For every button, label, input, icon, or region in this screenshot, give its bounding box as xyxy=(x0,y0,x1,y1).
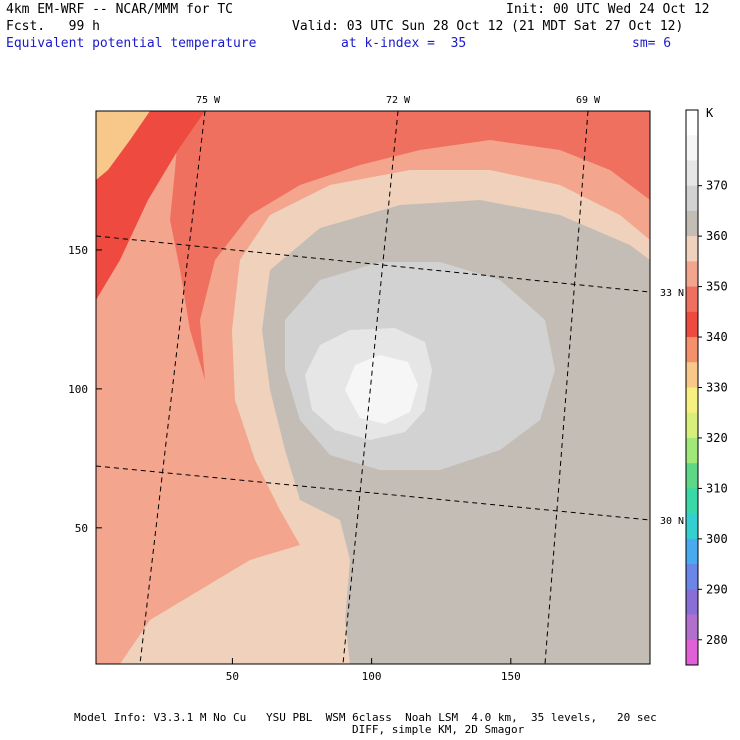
meridian-line xyxy=(544,111,589,664)
colorbar-swatch xyxy=(686,564,698,590)
forecast-hour: Fcst. 99 h xyxy=(6,19,100,34)
colorbar-tick-label: 350 xyxy=(706,280,728,294)
colorbar-swatch xyxy=(686,286,698,313)
colorbar-tick-label: 310 xyxy=(706,481,728,495)
meridian-line xyxy=(342,111,399,664)
colorbar-swatch xyxy=(686,437,698,464)
parallel-line xyxy=(96,235,650,293)
region-eye-center xyxy=(345,355,418,424)
model-info: Model Info: V3.3.1 M No Cu YSU PBL WSM 6… xyxy=(74,711,657,724)
colorbar-swatch xyxy=(686,614,698,641)
y-tick-label: 100 xyxy=(68,383,88,396)
colorbar-swatch xyxy=(686,639,698,666)
colorbar-swatch xyxy=(686,185,698,212)
lat-label: 30 N xyxy=(660,516,684,527)
colorbar-tick-label: 340 xyxy=(706,330,728,344)
region-northern-band xyxy=(170,111,650,380)
colorbar-swatch xyxy=(686,261,698,288)
colorbar-swatch xyxy=(686,135,698,161)
colorbar-tick-label: 330 xyxy=(706,381,728,395)
colorbar-tick-label: 300 xyxy=(706,532,728,546)
y-tick-label: 150 xyxy=(68,244,88,257)
colorbar-swatch xyxy=(686,488,698,515)
colorbar-swatch xyxy=(686,337,698,363)
colorbar-tick-label: 280 xyxy=(706,633,728,647)
colorbar-swatch xyxy=(686,110,698,136)
lon-label: 75 W xyxy=(196,95,221,106)
region-far-corner xyxy=(96,111,150,180)
colorbar-swatch xyxy=(686,210,698,237)
colorbar-unit-label: K xyxy=(706,106,714,120)
colorbar-swatch xyxy=(686,362,698,388)
y-tick-label: 50 xyxy=(75,522,88,535)
valid-time: Valid: 03 UTC Sun 28 Oct 12 (21 MDT Sat … xyxy=(292,19,684,34)
colorbar-tick-label: 370 xyxy=(706,179,728,193)
colorbar-swatch xyxy=(686,538,698,565)
colorbar-swatch xyxy=(686,513,698,540)
parallel-line xyxy=(96,465,650,521)
x-tick-label: 100 xyxy=(362,670,382,683)
diffusion-info: DIFF, simple KM, 2D Smagor xyxy=(352,723,525,736)
colorbar-tick-label: 320 xyxy=(706,431,728,445)
colorbar-swatch xyxy=(686,412,698,439)
colorbar-swatch xyxy=(686,463,698,489)
lon-label: 72 W xyxy=(386,95,411,106)
smoothing-info: sm= 6 xyxy=(632,36,672,51)
region-northwest-corner xyxy=(96,111,205,300)
x-tick-label: 50 xyxy=(226,670,239,683)
colorbar-swatch xyxy=(686,236,698,262)
lat-label: 33 N xyxy=(660,288,684,299)
level-info: at k-index = 35 xyxy=(341,36,467,51)
field-layer xyxy=(96,111,650,664)
colorbar-swatch xyxy=(686,311,698,338)
colorbar-tick-label: 290 xyxy=(706,582,728,596)
lon-label: 69 W xyxy=(576,95,601,106)
colorbar-swatch xyxy=(686,387,698,414)
x-tick-label: 150 xyxy=(501,670,521,683)
model-title: 4km EM-WRF -- NCAR/MMM for TC xyxy=(6,2,233,17)
colorbar-swatch xyxy=(686,589,698,616)
latlon-grid xyxy=(96,111,650,664)
plot-frame xyxy=(95,110,651,665)
colorbar-tick-label: 360 xyxy=(706,229,728,243)
meridian-line xyxy=(139,111,206,664)
init-time: Init: 00 UTC Wed 24 Oct 12 xyxy=(506,2,710,17)
colorbar-swatch xyxy=(686,160,698,187)
field-title: Equivalent potential temperature xyxy=(6,36,257,51)
